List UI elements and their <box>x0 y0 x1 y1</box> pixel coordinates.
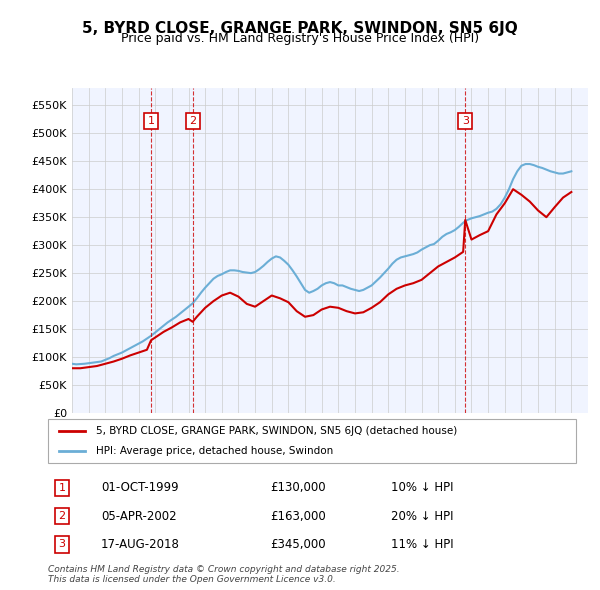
Text: Price paid vs. HM Land Registry's House Price Index (HPI): Price paid vs. HM Land Registry's House … <box>121 32 479 45</box>
Text: 5, BYRD CLOSE, GRANGE PARK, SWINDON, SN5 6JQ (detached house): 5, BYRD CLOSE, GRANGE PARK, SWINDON, SN5… <box>95 427 457 436</box>
Text: 17-AUG-2018: 17-AUG-2018 <box>101 538 179 551</box>
Text: 2: 2 <box>59 511 65 521</box>
Text: 10% ↓ HPI: 10% ↓ HPI <box>391 481 454 494</box>
Text: 20% ↓ HPI: 20% ↓ HPI <box>391 510 454 523</box>
Text: £130,000: £130,000 <box>270 481 325 494</box>
Text: 1: 1 <box>148 116 155 126</box>
Text: HPI: Average price, detached house, Swindon: HPI: Average price, detached house, Swin… <box>95 446 333 455</box>
FancyBboxPatch shape <box>48 419 576 463</box>
Text: 1: 1 <box>59 483 65 493</box>
Text: Contains HM Land Registry data © Crown copyright and database right 2025.
This d: Contains HM Land Registry data © Crown c… <box>48 565 400 584</box>
Text: £345,000: £345,000 <box>270 538 325 551</box>
Text: 5, BYRD CLOSE, GRANGE PARK, SWINDON, SN5 6JQ: 5, BYRD CLOSE, GRANGE PARK, SWINDON, SN5… <box>82 21 518 35</box>
Text: 3: 3 <box>462 116 469 126</box>
Text: £163,000: £163,000 <box>270 510 326 523</box>
Text: 3: 3 <box>59 539 65 549</box>
Text: 2: 2 <box>189 116 196 126</box>
Text: 11% ↓ HPI: 11% ↓ HPI <box>391 538 454 551</box>
Text: 01-OCT-1999: 01-OCT-1999 <box>101 481 178 494</box>
Text: 05-APR-2002: 05-APR-2002 <box>101 510 176 523</box>
